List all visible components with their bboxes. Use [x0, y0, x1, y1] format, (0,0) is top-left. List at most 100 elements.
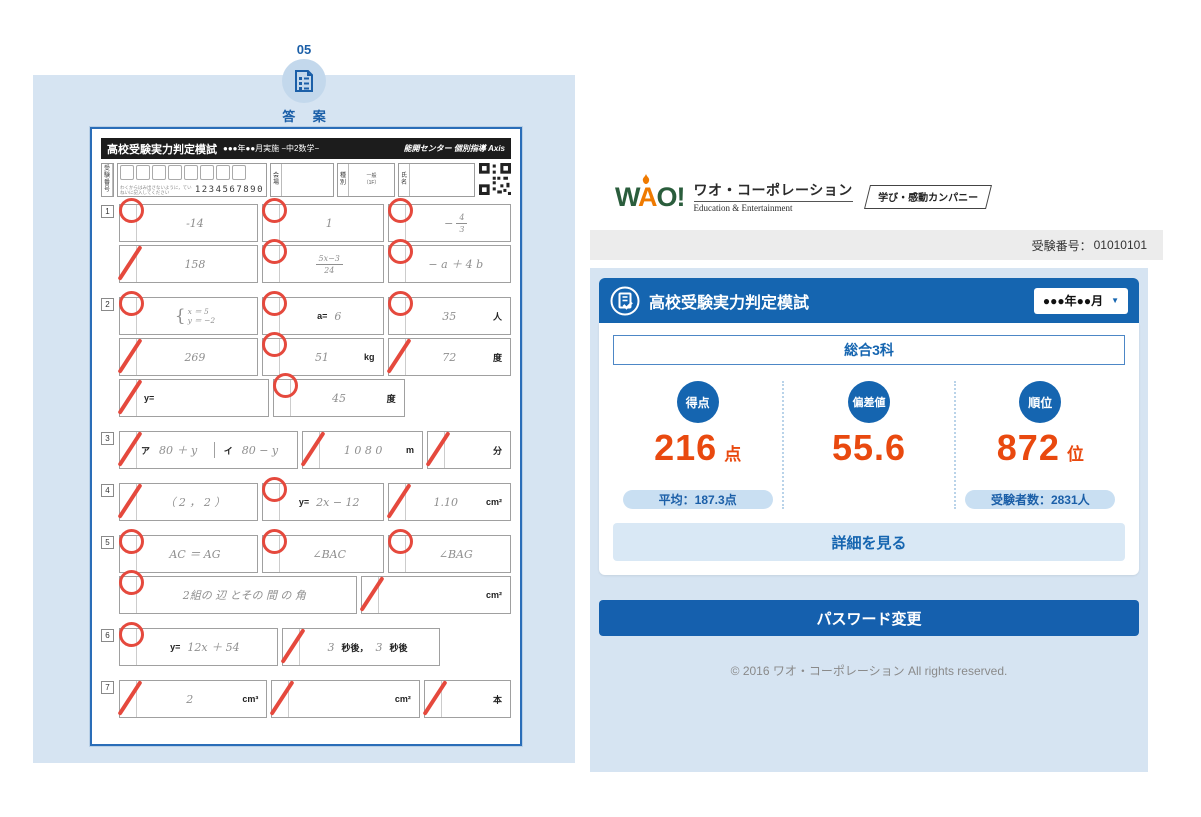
- rank-value: 872: [996, 427, 1060, 468]
- question-block: 6 y= 12x ＋ 54 3 秒後， 3 秒後: [101, 622, 511, 669]
- type-cell: 種別 一般 （1F）: [337, 163, 395, 197]
- sheet-titlebar: 高校受験実力判定模試 ●●●年●●月実施 −中2数学− 能開センター 個別指導 …: [101, 138, 511, 159]
- incorrect-mark-icon: [117, 245, 143, 281]
- handwritten-answer: 2: [186, 692, 194, 706]
- answer-box: 1.10 cm²: [385, 483, 511, 521]
- handwritten-answer: 72: [442, 350, 457, 364]
- incorrect-mark-icon: [359, 576, 385, 612]
- answer-sheet-panel: 05 答 案 高校受験実力判定模試 ●●●年●●月実施 −中2数学− 能開センタ…: [33, 42, 575, 763]
- handwritten-answer: 12x ＋ 54: [187, 641, 240, 654]
- correct-mark-icon: [261, 198, 287, 223]
- incorrect-mark-icon: [269, 680, 295, 716]
- score-row: 得点 216 点 平均：187.3点 偏差値 55.6 順位: [613, 381, 1125, 509]
- incorrect-mark-icon: [425, 431, 451, 467]
- correct-mark-icon: [387, 291, 413, 316]
- correct-mark-icon: [273, 373, 299, 398]
- correct-mark-icon: [119, 622, 144, 647]
- answer-box: ∠BAG: [387, 529, 511, 573]
- answer-box: AC ＝ AG: [119, 529, 258, 573]
- unit-label: cm²: [485, 590, 502, 600]
- answer-box: y=: [117, 379, 270, 417]
- incorrect-mark-icon: [385, 338, 412, 374]
- handwritten-answer: 158: [184, 257, 206, 271]
- handwritten-answer: 2x − 12: [316, 495, 360, 509]
- question-number: 5: [101, 536, 114, 549]
- answer-box: cm²: [359, 576, 511, 614]
- incorrect-mark-icon: [117, 431, 143, 467]
- answer-box: 2組の 辺 とその 間 の 角: [119, 570, 357, 614]
- correct-mark-icon: [261, 239, 287, 264]
- venue-cell: 会場: [270, 163, 334, 197]
- type-value-2: （1F）: [363, 180, 380, 186]
- question-number: 3: [101, 432, 114, 445]
- period-dropdown[interactable]: ●●●年●●月 ▼: [1033, 287, 1128, 314]
- correct-mark-icon: [261, 291, 287, 316]
- handwritten-answer: 2組の 辺 とその 間 の 角: [182, 589, 306, 602]
- question-block: 3 ア 80 ＋ y イ 80 − y 1 0 8 0 m 分: [101, 431, 511, 472]
- correct-mark-icon: [119, 529, 144, 554]
- incorrect-mark-icon: [385, 483, 412, 519]
- result-panel: 高校受験実力判定模試 ●●●年●●月 ▼ 総合3科 得点 216 点 平均：18…: [590, 268, 1148, 772]
- unit-label: cm²: [485, 497, 502, 507]
- unit-label: 度: [492, 352, 502, 363]
- question-number: 6: [101, 629, 114, 642]
- exam-no-label: 受験番号: [102, 164, 113, 196]
- sub-answer-cell: イ 80 − y: [213, 442, 290, 458]
- deviation-value: 55.6: [831, 427, 907, 468]
- venue-label: 会場: [271, 164, 282, 196]
- incorrect-mark-icon: [280, 628, 306, 664]
- answer-box: 35 人: [387, 291, 511, 335]
- chevron-down-icon: ▼: [1111, 296, 1119, 305]
- details-button[interactable]: 詳細を見る: [613, 523, 1125, 561]
- password-change-button[interactable]: パスワード変更: [599, 600, 1139, 636]
- unit-label: kg: [364, 352, 375, 362]
- handwritten-answer: -14: [186, 216, 204, 230]
- answer-box: 2 cm³: [117, 680, 268, 718]
- printed-label: 秒後: [389, 642, 408, 653]
- printed-label: y=: [144, 393, 155, 403]
- test-result-icon: [610, 286, 640, 315]
- logo-text: ワオ・コーポレーション Education & Entertainment: [693, 180, 853, 213]
- step-badge: 05 答 案: [244, 42, 364, 125]
- question-number: 7: [101, 681, 114, 694]
- answer-box: 269: [117, 338, 258, 376]
- handwritten-answer: 3: [375, 640, 383, 654]
- question-block: 7 2 cm³ cm² 本: [101, 680, 511, 721]
- period-dropdown-value: ●●●年●●月: [1042, 294, 1104, 308]
- answer-box: 1: [261, 198, 384, 242]
- answer-box: 5x−3 24: [261, 239, 384, 283]
- answer-box: 本: [422, 680, 511, 718]
- question-number: 1: [101, 205, 114, 218]
- answer-box: （ 2 ， 2 ）: [117, 483, 258, 521]
- handwritten-answer: ∠BAC: [312, 547, 347, 561]
- answer-sheet-icon: [282, 59, 326, 103]
- unit-label: 度: [386, 393, 396, 404]
- incorrect-mark-icon: [117, 338, 143, 374]
- incorrect-mark-icon: [117, 379, 143, 415]
- unit-label: cm²: [394, 694, 411, 704]
- answer-box: a= 6: [261, 291, 384, 335]
- handwritten-answer: 1 0 8 0: [343, 443, 383, 457]
- handwritten-answer: （ 2 ， 2 ）: [164, 496, 226, 509]
- exam-number-bar: 受験番号： 01010101: [590, 230, 1163, 260]
- answer-box: 分: [425, 431, 511, 469]
- unit-label: 人: [492, 311, 502, 322]
- incorrect-mark-icon: [117, 680, 143, 716]
- unit-label: m: [405, 445, 414, 455]
- answer-box: ∠BAC: [261, 529, 384, 573]
- name-label: 氏名: [399, 164, 410, 196]
- result-card-header: 高校受験実力判定模試 ●●●年●●月 ▼: [599, 278, 1139, 323]
- result-card-body: 総合3科 得点 216 点 平均：187.3点 偏差値 55.6: [599, 323, 1139, 575]
- answer-box: − a ＋ 4 b: [387, 239, 511, 283]
- subject-box: 総合3科: [613, 335, 1125, 365]
- score-col-deviation: 偏差値 55.6: [782, 381, 953, 509]
- answer-box: cm²: [269, 680, 420, 718]
- correct-mark-icon: [119, 198, 144, 223]
- wao-logo: WAO! ワオ・コーポレーション Education & Entertainme…: [615, 173, 992, 213]
- handwritten-answer: 6: [334, 309, 342, 323]
- answer-box: 158: [117, 245, 258, 283]
- correct-mark-icon: [387, 239, 413, 264]
- qr-code: [479, 163, 511, 195]
